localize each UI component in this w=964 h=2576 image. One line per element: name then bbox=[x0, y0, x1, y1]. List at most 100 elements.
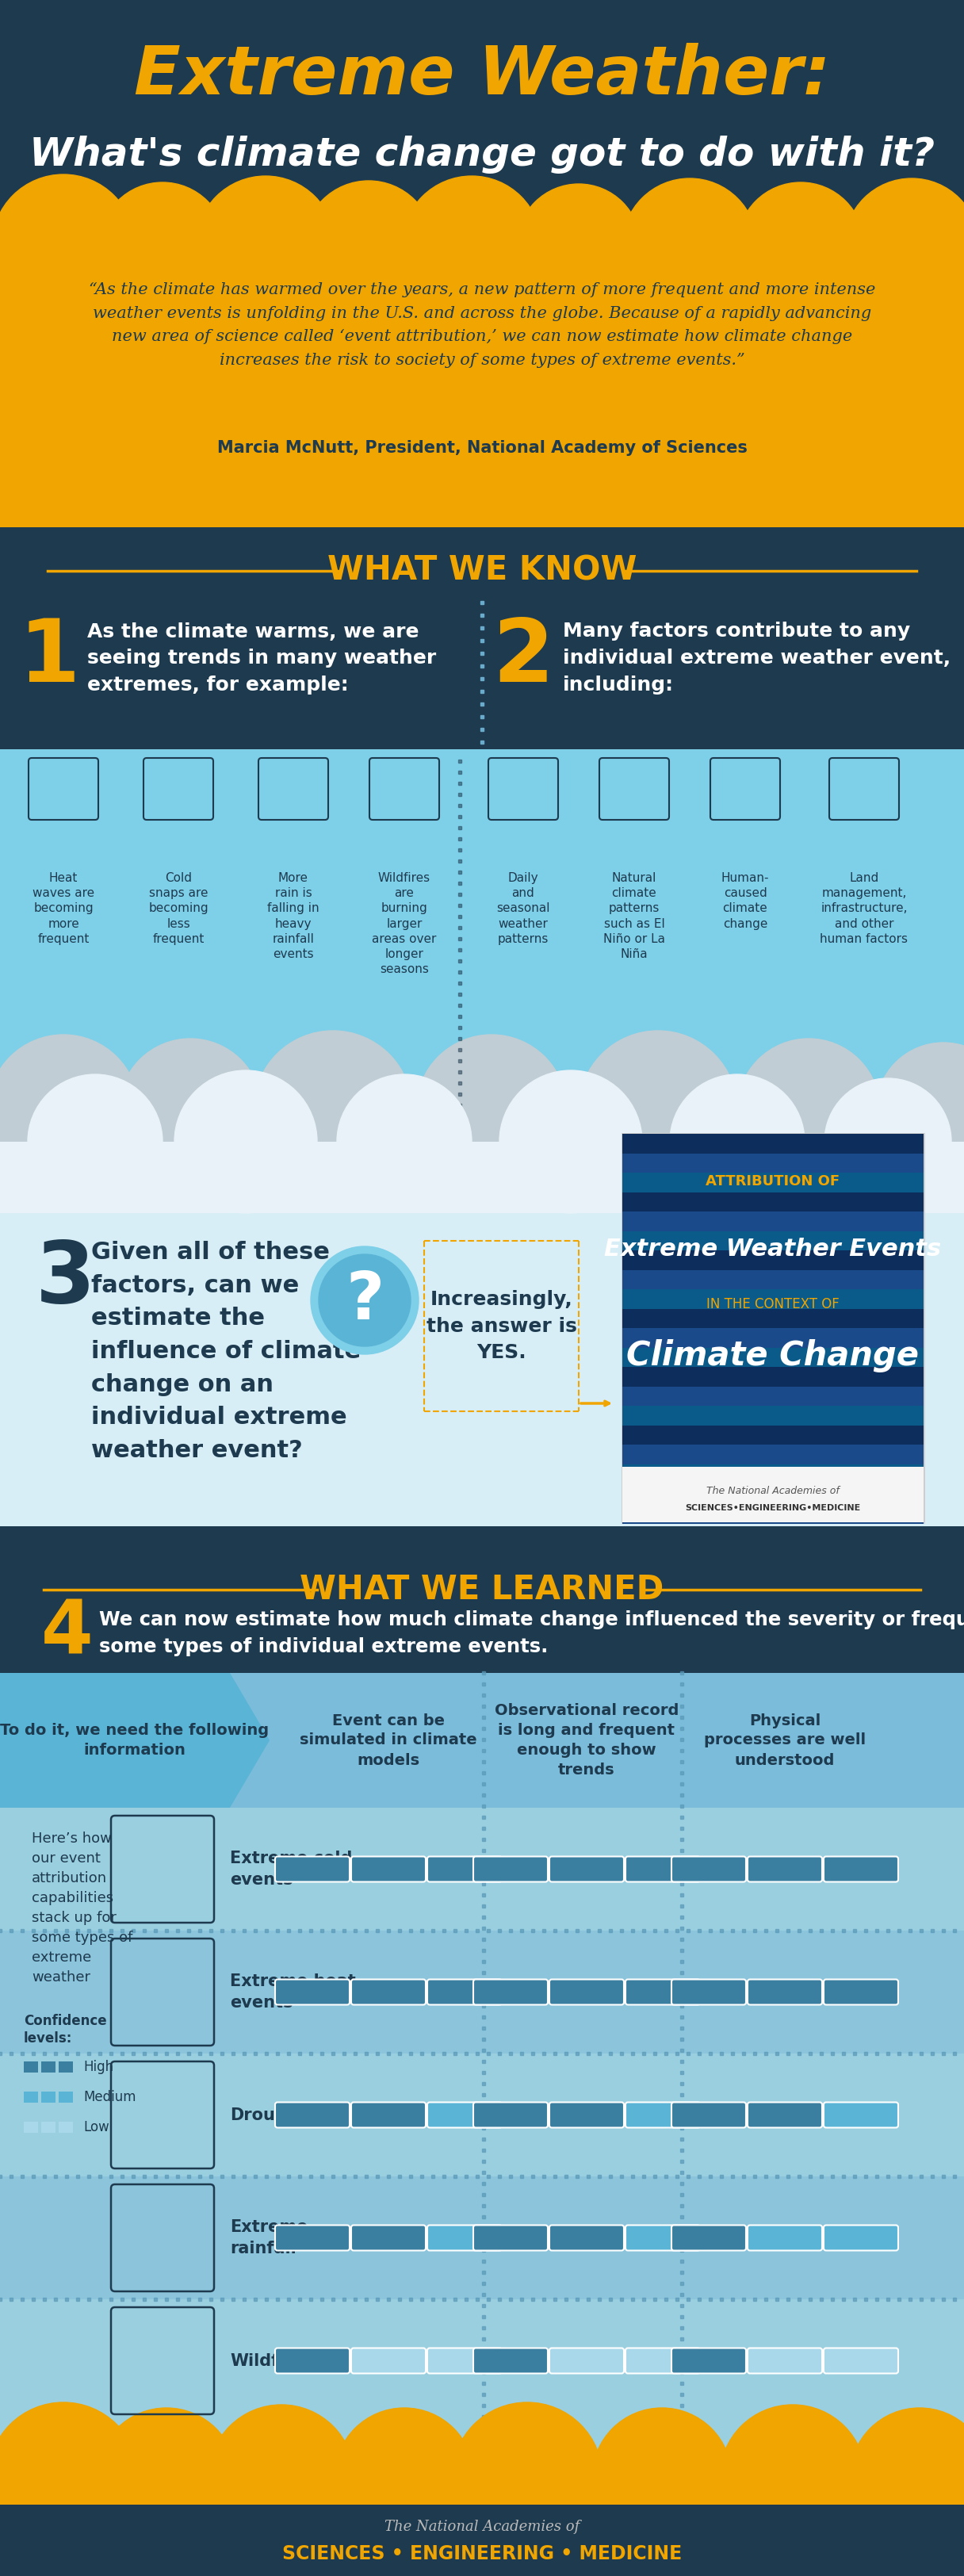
Bar bbox=[59, 2092, 73, 2102]
Bar bbox=[0, 1929, 964, 2053]
Bar bbox=[0, 245, 964, 294]
Text: IN THE CONTEXT OF: IN THE CONTEXT OF bbox=[707, 1298, 840, 1311]
Circle shape bbox=[0, 175, 135, 317]
FancyBboxPatch shape bbox=[549, 2102, 624, 2128]
FancyBboxPatch shape bbox=[549, 1978, 624, 2004]
Circle shape bbox=[254, 1030, 413, 1190]
Bar bbox=[623, 1502, 924, 1525]
Circle shape bbox=[499, 1072, 642, 1213]
Text: ?: ? bbox=[345, 1267, 384, 1332]
Text: ATTRIBUTION OF: ATTRIBUTION OF bbox=[706, 1175, 840, 1188]
Circle shape bbox=[452, 2403, 602, 2553]
Bar bbox=[623, 1445, 924, 1466]
FancyBboxPatch shape bbox=[351, 1857, 426, 1883]
Text: Droughts: Droughts bbox=[229, 2107, 316, 2123]
FancyBboxPatch shape bbox=[626, 1978, 700, 2004]
FancyBboxPatch shape bbox=[427, 2226, 502, 2251]
FancyBboxPatch shape bbox=[351, 2102, 426, 2128]
Bar bbox=[41, 2061, 56, 2074]
Text: To do it, we need the following
information: To do it, we need the following informat… bbox=[0, 1723, 269, 1757]
FancyBboxPatch shape bbox=[747, 2226, 822, 2251]
Text: What's climate change got to do with it?: What's climate change got to do with it? bbox=[29, 137, 935, 173]
Bar bbox=[623, 1172, 924, 1193]
Text: WHAT WE LEARNED: WHAT WE LEARNED bbox=[300, 1574, 664, 1607]
Text: Extreme cold
events: Extreme cold events bbox=[229, 1850, 352, 1888]
FancyBboxPatch shape bbox=[626, 2102, 700, 2128]
Bar bbox=[0, 2053, 964, 2177]
Text: Increasingly,
the answer is
YES.: Increasingly, the answer is YES. bbox=[426, 1291, 576, 1363]
Circle shape bbox=[737, 1038, 880, 1182]
Bar bbox=[0, 1553, 964, 1672]
Bar bbox=[0, 1808, 964, 1929]
Text: Land
management,
infrastructure,
and other
human factors: Land management, infrastructure, and oth… bbox=[820, 873, 908, 945]
Bar bbox=[0, 528, 964, 750]
Circle shape bbox=[737, 183, 864, 309]
Bar bbox=[0, 0, 964, 242]
Circle shape bbox=[319, 1255, 411, 1347]
Text: levels:: levels: bbox=[24, 2032, 72, 2045]
FancyBboxPatch shape bbox=[275, 2349, 350, 2372]
Bar bbox=[623, 1133, 924, 1154]
Bar bbox=[623, 1463, 924, 1484]
Bar bbox=[41, 2123, 56, 2133]
Bar bbox=[623, 1386, 924, 1406]
Circle shape bbox=[578, 1030, 737, 1190]
FancyBboxPatch shape bbox=[275, 1978, 350, 2004]
FancyBboxPatch shape bbox=[275, 1857, 350, 1883]
FancyBboxPatch shape bbox=[473, 1857, 548, 1883]
Circle shape bbox=[0, 2403, 139, 2553]
Bar bbox=[623, 1484, 924, 1504]
FancyBboxPatch shape bbox=[351, 2349, 426, 2372]
Text: Cold
snaps are
becoming
less
frequent: Cold snaps are becoming less frequent bbox=[148, 873, 208, 945]
Text: Many factors contribute to any
individual extreme weather event,
including:: Many factors contribute to any individua… bbox=[563, 621, 951, 693]
Text: “As the climate has warmed over the years, a new pattern of more frequent and mo: “As the climate has warmed over the year… bbox=[89, 283, 875, 368]
Text: Climate Change: Climate Change bbox=[627, 1340, 920, 1373]
Text: Here’s how
our event
attribution
capabilities
stack up for
some types of
extreme: Here’s how our event attribution capabil… bbox=[32, 1832, 133, 1984]
FancyBboxPatch shape bbox=[549, 2349, 624, 2372]
Circle shape bbox=[119, 1038, 261, 1182]
FancyBboxPatch shape bbox=[672, 2102, 746, 2128]
Bar bbox=[623, 1425, 924, 1445]
FancyBboxPatch shape bbox=[473, 2226, 548, 2251]
Text: Extreme Weather Events: Extreme Weather Events bbox=[604, 1236, 942, 1260]
Circle shape bbox=[670, 1074, 805, 1208]
Text: We can now estimate how much climate change influenced the severity or frequency: We can now estimate how much climate cha… bbox=[99, 1610, 964, 1656]
Circle shape bbox=[99, 183, 226, 309]
Bar bbox=[623, 1329, 924, 1350]
Circle shape bbox=[28, 1074, 163, 1208]
Bar bbox=[0, 2504, 964, 2576]
Circle shape bbox=[335, 2409, 474, 2548]
Bar bbox=[41, 2092, 56, 2102]
Bar bbox=[0, 242, 964, 528]
Bar bbox=[0, 1672, 964, 1808]
Bar bbox=[623, 1309, 924, 1329]
Text: Extreme Weather:: Extreme Weather: bbox=[134, 41, 830, 108]
FancyBboxPatch shape bbox=[473, 2349, 548, 2372]
FancyBboxPatch shape bbox=[626, 2349, 700, 2372]
Text: Extreme heat
events: Extreme heat events bbox=[229, 1973, 356, 2009]
Text: Wildfires
are
burning
larger
areas over
longer
seasons: Wildfires are burning larger areas over … bbox=[372, 873, 437, 976]
Text: The National Academies of: The National Academies of bbox=[707, 1486, 840, 1497]
Text: High: High bbox=[83, 2061, 114, 2074]
Text: Natural
climate
patterns
such as El
Niño or La
Niña: Natural climate patterns such as El Niño… bbox=[603, 873, 665, 961]
Bar bbox=[623, 1211, 924, 1231]
Text: Confidence: Confidence bbox=[24, 2014, 107, 2027]
Bar bbox=[623, 1368, 924, 1388]
Text: Heat
waves are
becoming
more
frequent: Heat waves are becoming more frequent bbox=[33, 873, 94, 945]
Circle shape bbox=[174, 1072, 317, 1213]
Bar bbox=[623, 1270, 924, 1291]
FancyBboxPatch shape bbox=[275, 2226, 350, 2251]
FancyBboxPatch shape bbox=[823, 2102, 898, 2128]
Circle shape bbox=[196, 175, 335, 314]
Text: Given all of these
factors, can we
estimate the
influence of climate
change on a: Given all of these factors, can we estim… bbox=[92, 1242, 361, 1463]
Circle shape bbox=[337, 1074, 471, 1208]
Text: Event can be
simulated in climate
models: Event can be simulated in climate models bbox=[300, 1713, 477, 1767]
Bar bbox=[623, 1288, 924, 1311]
Text: Observational record
is long and frequent
enough to show
trends: Observational record is long and frequen… bbox=[495, 1703, 679, 1777]
Circle shape bbox=[96, 2409, 236, 2548]
FancyBboxPatch shape bbox=[672, 2349, 746, 2372]
FancyBboxPatch shape bbox=[549, 2226, 624, 2251]
Bar bbox=[59, 2123, 73, 2133]
Text: More
rain is
falling in
heavy
rainfall
events: More rain is falling in heavy rainfall e… bbox=[267, 873, 319, 961]
FancyBboxPatch shape bbox=[427, 1857, 502, 1883]
